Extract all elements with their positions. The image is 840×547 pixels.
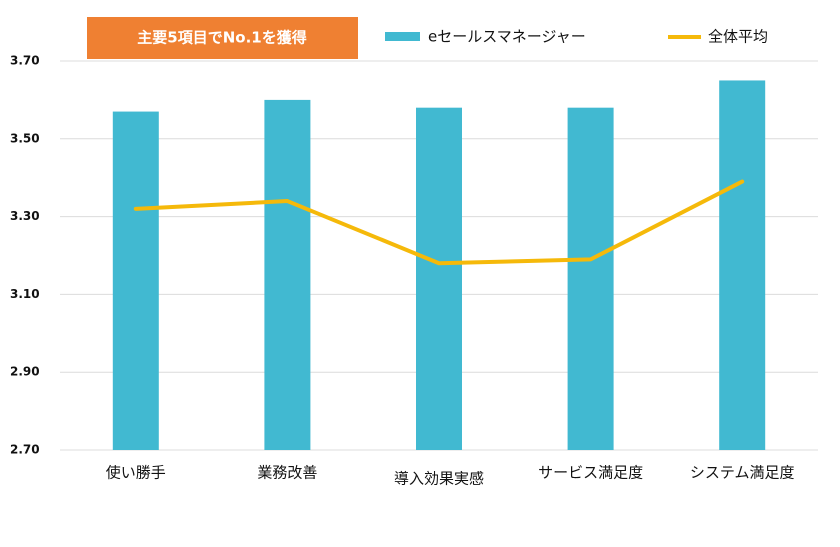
x-tick-label: サービス満足度 [538, 464, 643, 482]
x-tick-label: 使い勝手 [106, 464, 166, 482]
y-tick-label: 2.90 [10, 365, 40, 379]
x-tick-label: 業務改善 [257, 464, 317, 482]
y-tick-label: 3.10 [10, 287, 40, 301]
bar [264, 99, 311, 451]
y-tick-label: 3.30 [10, 209, 40, 223]
legend-swatch [385, 32, 420, 41]
annotation-badge [87, 17, 358, 59]
annotation: 主要5項目でNo.1を獲得 [137, 29, 306, 47]
y-tick-label: 3.70 [10, 54, 40, 68]
line [133, 179, 745, 266]
x-tick-label: 導入効果実感 [394, 470, 484, 488]
bar [567, 107, 614, 451]
y-tick-label: 2.70 [10, 443, 40, 457]
x-tick-label: システム満足度 [690, 464, 795, 482]
bar [719, 80, 766, 450]
y-tick-label: 3.50 [10, 131, 40, 145]
legend-label: eセールスマネージャー [428, 28, 586, 46]
bar [416, 107, 462, 451]
legend-label: 全体平均 [708, 28, 768, 46]
bar [112, 111, 159, 450]
